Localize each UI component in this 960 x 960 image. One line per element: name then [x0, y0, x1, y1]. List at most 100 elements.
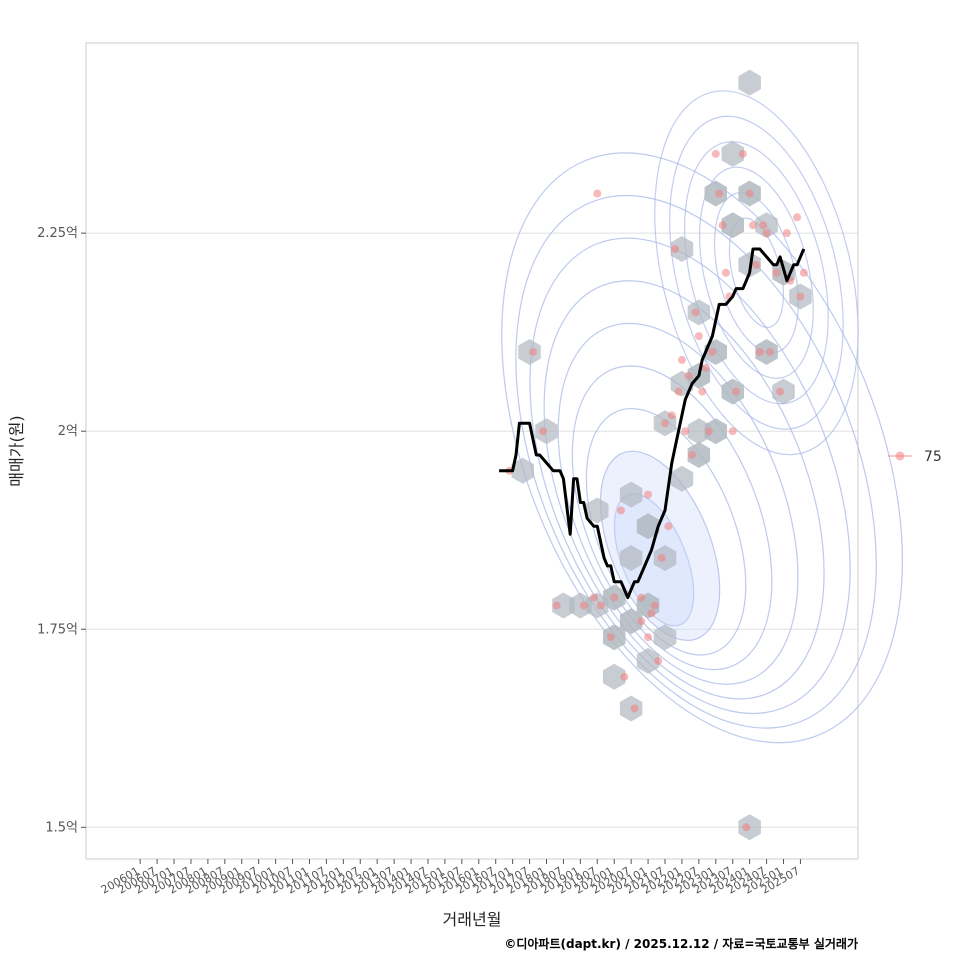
data-point — [762, 229, 771, 238]
data-point — [674, 387, 683, 396]
y-tick-label: 1.75억 — [37, 622, 78, 637]
density-contour — [501, 152, 903, 744]
data-point — [694, 332, 703, 341]
legend-key-point — [895, 451, 905, 461]
y-axis-title: 매매가(원) — [7, 415, 26, 486]
data-point — [637, 593, 646, 602]
data-point — [796, 292, 805, 301]
data-point — [589, 593, 598, 602]
hexbin-cell — [670, 465, 694, 492]
data-point — [765, 347, 774, 356]
data-point — [644, 490, 653, 499]
hexbin-cell — [738, 69, 761, 96]
hexbin-cell — [586, 497, 609, 524]
data-point — [698, 387, 707, 396]
data-point — [711, 149, 720, 158]
legend-label: 75 — [924, 449, 942, 465]
data-point — [688, 450, 697, 459]
data-point — [630, 704, 639, 713]
data-point — [647, 609, 656, 618]
data-point — [755, 347, 764, 356]
data-point — [593, 189, 602, 198]
density-contour — [684, 141, 829, 405]
data-point — [782, 229, 791, 238]
density-contour — [669, 115, 844, 430]
hexbin-cell — [619, 608, 643, 635]
data-point — [718, 221, 727, 230]
hexbin-cell — [636, 647, 660, 674]
density-contour — [571, 365, 773, 671]
hexbin-cell — [721, 212, 744, 239]
trend-line — [499, 247, 806, 600]
hexbin-cell — [619, 545, 643, 571]
source-caption: ©디아파트(dapt.kr) / 2025.12.12 / 자료=국토교통부 실… — [504, 936, 858, 951]
data-point — [657, 553, 666, 562]
data-point — [738, 149, 747, 158]
data-point — [732, 387, 741, 396]
density-contour — [543, 280, 825, 700]
data-point — [644, 633, 653, 642]
data-point — [654, 656, 663, 665]
plot-panel — [85, 42, 859, 860]
data-point — [681, 427, 690, 436]
density-contour — [699, 166, 814, 379]
data-point — [637, 617, 646, 626]
data-point — [677, 355, 686, 364]
x-axis-title: 거래년월 — [443, 910, 502, 929]
data-point — [742, 823, 751, 832]
data-point — [661, 419, 669, 428]
data-point — [671, 244, 680, 253]
data-point — [596, 601, 605, 610]
data-point — [708, 347, 717, 356]
density-contour — [529, 237, 851, 715]
data-point — [539, 427, 548, 436]
data-point — [650, 601, 659, 610]
hexbin-cell — [687, 418, 711, 445]
data-point — [684, 371, 693, 380]
data-point — [715, 189, 724, 198]
data-point — [749, 221, 758, 230]
data-point — [691, 308, 700, 317]
legend: 75 — [888, 449, 942, 465]
hexbin-cell — [704, 418, 727, 445]
data-point — [759, 221, 768, 230]
hexbin-cell — [603, 663, 626, 690]
data-point — [772, 268, 781, 277]
data-point — [721, 268, 730, 277]
data-point — [667, 411, 676, 420]
y-tick-label: 2억 — [58, 424, 78, 439]
y-axis: 1.5억 1.75억 2억 2.25억 — [37, 226, 86, 835]
y-tick-label: 2.25억 — [37, 226, 78, 241]
data-point — [528, 347, 537, 356]
data-point — [705, 427, 714, 436]
hexbin-cell — [619, 481, 643, 508]
data-point — [728, 427, 737, 436]
hexbin-cell — [670, 236, 694, 262]
hexbin-cell — [687, 442, 711, 468]
y-tick-label: 1.5억 — [45, 820, 78, 835]
data-point — [606, 633, 615, 642]
density-contour — [515, 194, 877, 729]
hexbin-cell — [721, 140, 744, 167]
data-point — [616, 506, 625, 515]
data-point — [620, 672, 629, 681]
hexbin-cell — [511, 457, 534, 484]
data-point — [776, 387, 785, 396]
data-point — [552, 601, 561, 610]
trend-layer — [499, 247, 806, 600]
hexbin-cell — [653, 624, 677, 651]
scatter-points — [505, 149, 808, 832]
data-point — [752, 260, 761, 269]
hexbin-cell — [552, 592, 575, 619]
density-contour — [557, 322, 799, 685]
density-contour — [654, 90, 859, 456]
data-point — [799, 268, 808, 277]
data-point — [664, 522, 673, 531]
data-point — [793, 213, 802, 222]
hexbin-cell — [636, 513, 660, 540]
data-point — [745, 189, 754, 198]
data-point — [579, 601, 588, 610]
data-point — [701, 363, 710, 372]
